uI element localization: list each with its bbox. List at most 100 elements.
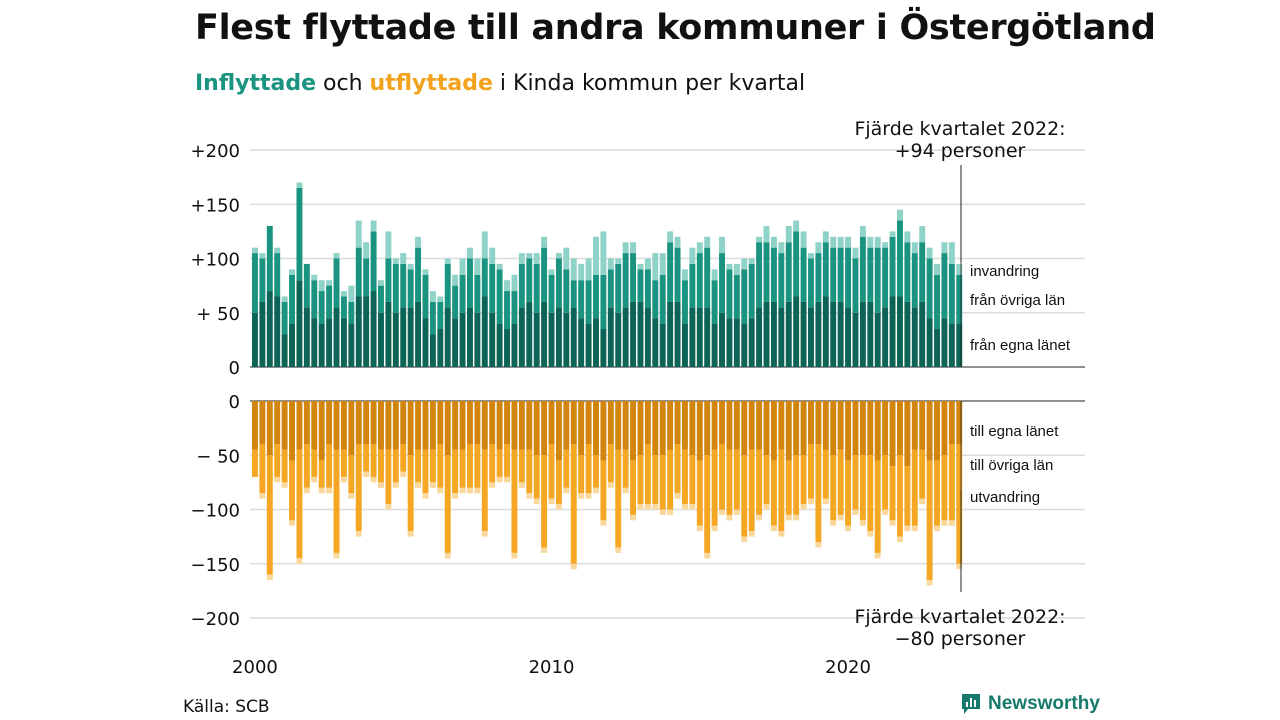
bar-immigration — [555, 253, 562, 259]
bar-out-own-county — [281, 401, 288, 450]
bar-out-other-counties — [785, 460, 792, 515]
bar-immigration — [526, 253, 533, 259]
bar-out-own-county — [830, 401, 837, 456]
bar-in-own-county — [800, 301, 807, 367]
bar-in-own-county — [882, 307, 889, 367]
bar-in-own-county — [533, 312, 540, 367]
bar-in-own-county — [763, 301, 770, 367]
bar-immigration — [837, 236, 844, 248]
bar-in-own-county — [704, 307, 711, 367]
bar-out-other-counties — [563, 449, 570, 488]
bar-immigration — [355, 220, 362, 248]
bar-out-own-county — [600, 401, 607, 461]
bar-immigration — [607, 258, 614, 270]
bar-emigration — [289, 520, 295, 526]
bar-in-own-county — [289, 323, 295, 367]
bar-out-own-county — [407, 401, 414, 456]
bars — [252, 182, 963, 586]
bar-in-own-county — [511, 323, 518, 367]
bar-immigration — [637, 263, 644, 270]
bar-out-other-counties — [837, 449, 844, 515]
bar-immigration — [311, 274, 318, 281]
bar-in-own-county — [370, 291, 377, 367]
bar-in-own-county — [452, 318, 459, 367]
bar-out-own-county — [526, 401, 533, 450]
bar-out-other-counties — [252, 449, 258, 477]
bar-out-other-counties — [348, 455, 355, 494]
bar-out-other-counties — [719, 444, 725, 510]
bar-out-own-county — [637, 401, 644, 456]
bar-in-other-counties — [252, 253, 258, 313]
bar-emigration — [741, 536, 748, 543]
bar-immigration — [400, 253, 407, 264]
bar-out-other-counties — [311, 449, 318, 477]
bar-immigration — [296, 182, 303, 188]
bar-immigration — [845, 236, 852, 248]
newsworthy-logo[interactable]: Newsworthy — [960, 693, 1100, 715]
bar-out-other-counties — [474, 444, 481, 488]
bar-emigration — [422, 493, 429, 499]
bar-emigration — [466, 487, 473, 494]
bar-emigration — [904, 525, 911, 532]
bar-in-other-counties — [511, 291, 518, 324]
bar-immigration — [496, 263, 503, 270]
bar-in-other-counties — [874, 247, 881, 313]
bar-out-other-counties — [867, 455, 874, 532]
bar-in-other-counties — [911, 253, 918, 308]
bar-out-own-county — [726, 401, 733, 450]
bar-in-own-county — [837, 301, 844, 367]
bar-in-own-county — [941, 318, 948, 367]
bar-in-own-county — [600, 329, 607, 367]
bar-in-own-county — [355, 296, 362, 367]
bar-out-own-county — [392, 401, 399, 450]
bar-out-other-counties — [911, 449, 918, 526]
bar-in-other-counties — [711, 280, 718, 324]
bar-emigration — [496, 476, 503, 483]
bar-in-own-county — [622, 307, 629, 367]
bar-out-own-county — [318, 401, 325, 461]
bar-immigration — [385, 231, 392, 259]
bar-in-other-counties — [274, 253, 281, 297]
bar-emigration — [474, 487, 481, 494]
bar-in-other-counties — [481, 258, 488, 297]
bar-out-own-county — [474, 401, 481, 445]
bar-out-other-counties — [711, 449, 718, 526]
bar-out-other-counties — [800, 455, 807, 505]
bar-out-other-counties — [830, 455, 837, 521]
bar-out-own-county — [340, 401, 347, 450]
y-tick-label-top: +100 — [191, 250, 240, 271]
bar-in-other-counties — [830, 247, 837, 302]
bar-in-other-counties — [303, 263, 310, 308]
bar-in-own-county — [644, 307, 651, 367]
bar-in-other-counties — [340, 296, 347, 319]
bar-emigration — [348, 493, 355, 499]
bar-immigration — [615, 258, 622, 264]
bar-immigration — [874, 236, 881, 248]
bar-out-other-counties — [630, 460, 637, 515]
bar-emigration — [889, 520, 896, 526]
bar-in-own-county — [563, 312, 570, 367]
bar-out-other-counties — [266, 455, 273, 575]
bar-out-own-county — [652, 401, 659, 456]
bar-out-other-counties — [948, 444, 955, 521]
bar-emigration — [948, 520, 955, 526]
bar-in-other-counties — [644, 269, 651, 308]
bar-immigration — [452, 274, 459, 286]
bar-out-own-county — [904, 401, 911, 467]
bar-in-own-county — [437, 329, 444, 367]
bar-out-own-county — [504, 401, 510, 445]
bar-out-own-county — [763, 401, 770, 456]
bar-immigration — [800, 231, 807, 248]
bar-in-own-county — [726, 318, 733, 367]
bar-emigration — [874, 552, 881, 559]
bar-out-other-counties — [378, 449, 384, 483]
bar-out-own-county — [555, 401, 562, 461]
bar-in-own-county — [637, 301, 644, 367]
bar-in-own-county — [867, 301, 874, 367]
bar-out-own-county — [444, 401, 451, 456]
bar-immigration — [392, 258, 399, 264]
x-tick-label: 2020 — [825, 657, 871, 678]
annotation-bottom-line1: Fjärde kvartalet 2022: — [854, 606, 1066, 628]
bar-out-other-counties — [615, 449, 622, 548]
bar-emigration — [882, 509, 889, 515]
